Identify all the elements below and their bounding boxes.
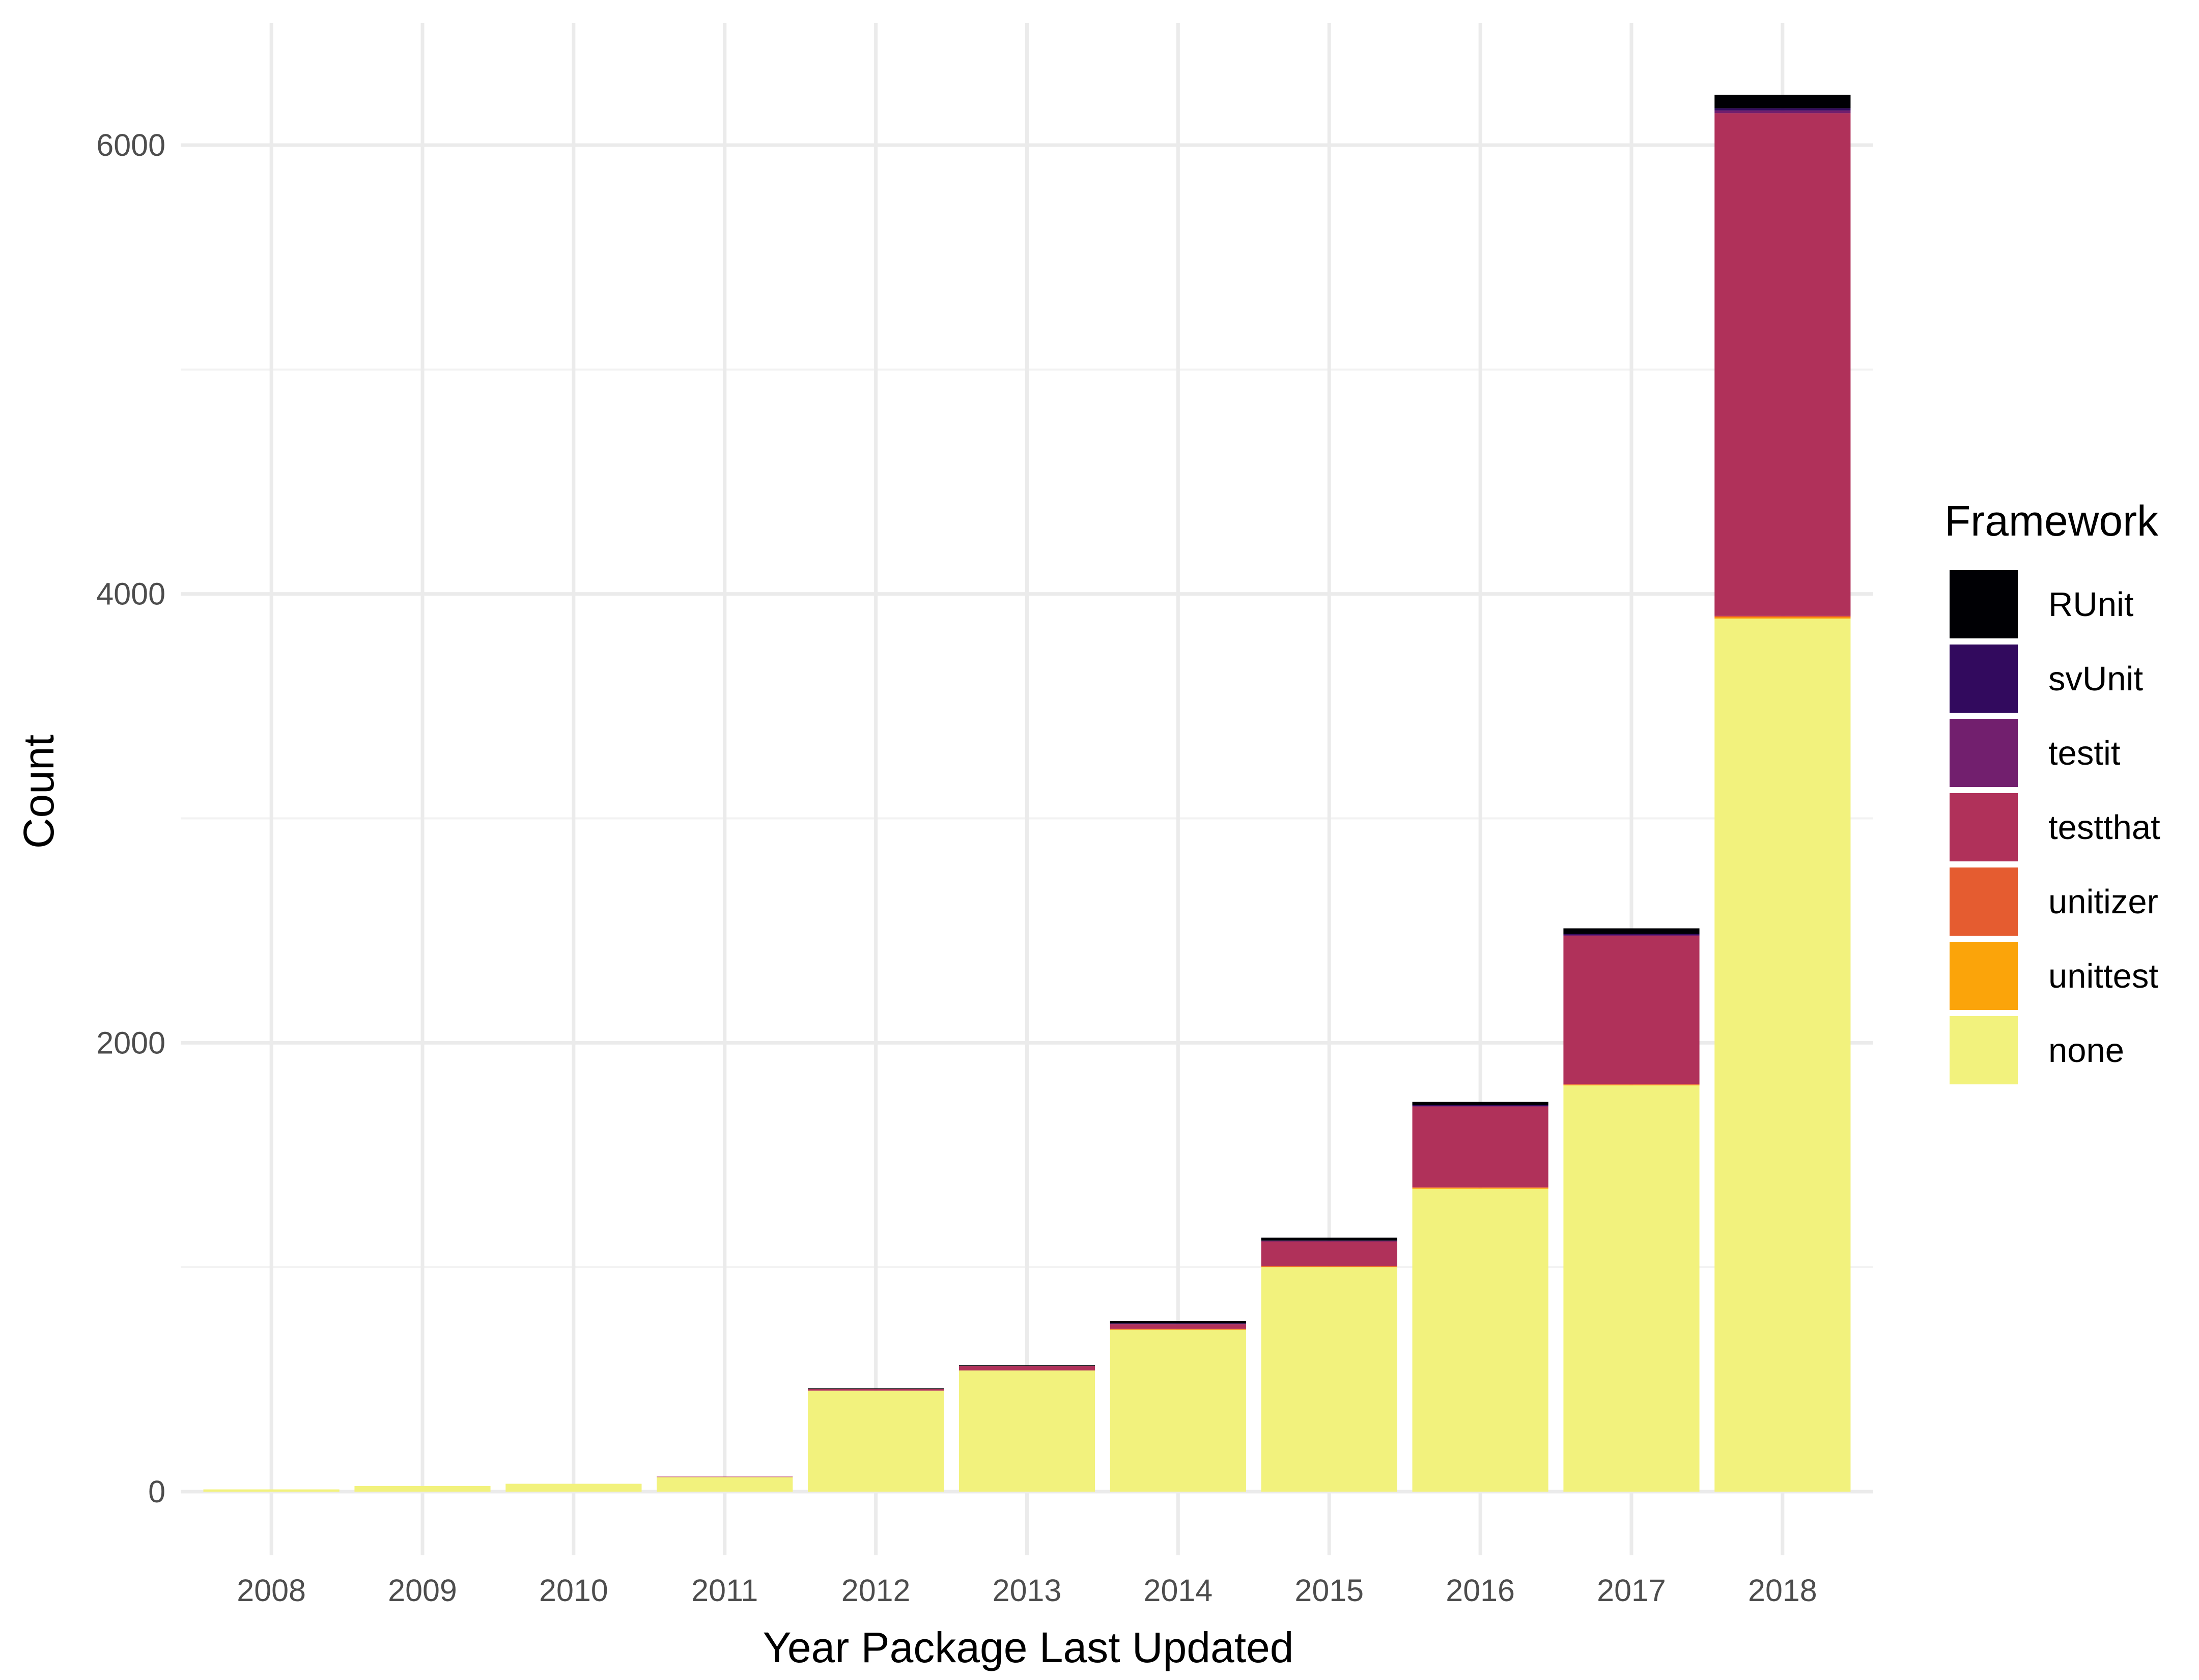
bar-segment-testthat-2016 [1412,1106,1548,1188]
bar-segment-none-2009 [354,1486,491,1492]
legend-label: none [2048,1031,2124,1070]
legend-swatch [1950,867,2018,936]
legend-swatch [1950,1016,2018,1084]
bar-segment-none-2011 [657,1477,793,1492]
bar-segment-testthat-2014 [1110,1324,1246,1329]
x-tick-label: 2011 [691,1573,758,1608]
x-tick-label: 2015 [1294,1573,1364,1608]
legend-swatch [1950,570,2018,638]
legend-label: unittest [2048,957,2158,995]
bar-segment-svunit-2017 [1563,934,1700,935]
bar-segment-runit-2013 [958,1365,1095,1366]
legend-item-runit: RUnit [1950,570,2134,638]
x-tick-label: 2012 [841,1573,911,1608]
x-tick-label: 2013 [993,1573,1062,1608]
x-axis-title: Year Package Last Updated [763,1623,1294,1671]
bar-segment-none-2008 [203,1489,340,1492]
x-tick-labels: 2008 2009 2010 2011 2012 2013 2014 2015 2016 2017… [237,1573,1817,1608]
bar-segment-unitizer-2017 [1563,1084,1700,1085]
y-tick-label: 0 [148,1474,165,1509]
bar-segment-unittest-2018 [1714,617,1851,619]
bar-segment-runit-2017 [1563,928,1700,934]
legend-title: Framework [1944,497,2159,545]
bar-segment-none-2014 [1110,1330,1246,1492]
bar-segment-none-2017 [1563,1085,1700,1492]
legend-label: RUnit [2048,585,2134,624]
legend-label: testthat [2048,808,2160,847]
bar-segment-none-2013 [958,1370,1095,1492]
legend: Framework RUnit svUnit testit testthat uniti… [1944,497,2160,1084]
bar-segment-testthat-2017 [1563,936,1700,1084]
legend-item-none: none [1950,1016,2124,1084]
bar-segment-svunit-2016 [1412,1105,1548,1106]
legend-item-testit: testit [1950,719,2121,787]
x-tick-label: 2014 [1144,1573,1213,1608]
bar-segment-unittest-2014 [1110,1329,1246,1330]
legend-item-unitizer: unitizer [1950,867,2158,936]
bar-segment-testthat-2018 [1714,113,1851,616]
legend-label: testit [2048,734,2121,772]
bar-segment-none-2010 [505,1483,642,1492]
bar-segment-testit-2017 [1563,935,1700,936]
y-tick-label: 4000 [96,577,165,611]
legend-label: svUnit [2048,660,2144,698]
bar-segment-runit-2012 [808,1388,944,1389]
bar-segment-testthat-2015 [1261,1241,1397,1266]
bar-segment-unittest-2016 [1412,1188,1548,1189]
legend-item-testthat: testthat [1950,793,2160,861]
bar-segment-testthat-2013 [958,1366,1095,1370]
bar-segment-testthat-2012 [808,1389,944,1391]
bar-segment-none-2015 [1261,1267,1397,1492]
y-tick-label: 6000 [96,128,165,162]
y-tick-label: 2000 [96,1025,165,1060]
bar-segment-runit-2016 [1412,1102,1548,1105]
x-tick-label: 2018 [1748,1573,1817,1608]
bar-segment-runit-2015 [1261,1237,1397,1241]
bar-segment-testit-2015 [1261,1241,1397,1242]
bar-segment-testthat-2011 [657,1476,793,1477]
bar-segment-unitizer-2018 [1714,615,1851,618]
bar-segment-none-2012 [808,1390,944,1492]
x-tick-label: 2016 [1446,1573,1515,1608]
bar-segment-none-2018 [1714,619,1851,1492]
legend-swatch [1950,719,2018,787]
bar-segment-testit-2018 [1714,110,1851,114]
x-tick-label: 2017 [1597,1573,1666,1608]
bar-segment-runit-2014 [1110,1321,1246,1324]
legend-items: RUnit svUnit testit testthat unitizer unittes… [1950,570,2160,1084]
bar-segment-runit-2018 [1714,95,1851,108]
legend-swatch [1950,793,2018,861]
bar-segment-none-2016 [1412,1188,1548,1492]
bars [203,95,1851,1492]
y-tick-labels: 0 2000 4000 6000 [96,128,165,1509]
x-tick-label: 2008 [237,1573,306,1608]
x-tick-label: 2009 [388,1573,457,1608]
legend-swatch [1950,942,2018,1010]
legend-item-svunit: svUnit [1950,645,2144,713]
x-tick-label: 2010 [539,1573,608,1608]
bar-segment-svunit-2014 [1110,1323,1246,1324]
bar-segment-unitizer-2015 [1261,1266,1397,1267]
y-axis-title: Count [15,735,63,849]
legend-swatch [1950,645,2018,713]
legend-label: unitizer [2048,883,2158,921]
bar-segment-unitizer-2016 [1412,1187,1548,1188]
bar-segment-svunit-2018 [1714,108,1851,111]
legend-item-unittest: unittest [1950,942,2158,1010]
